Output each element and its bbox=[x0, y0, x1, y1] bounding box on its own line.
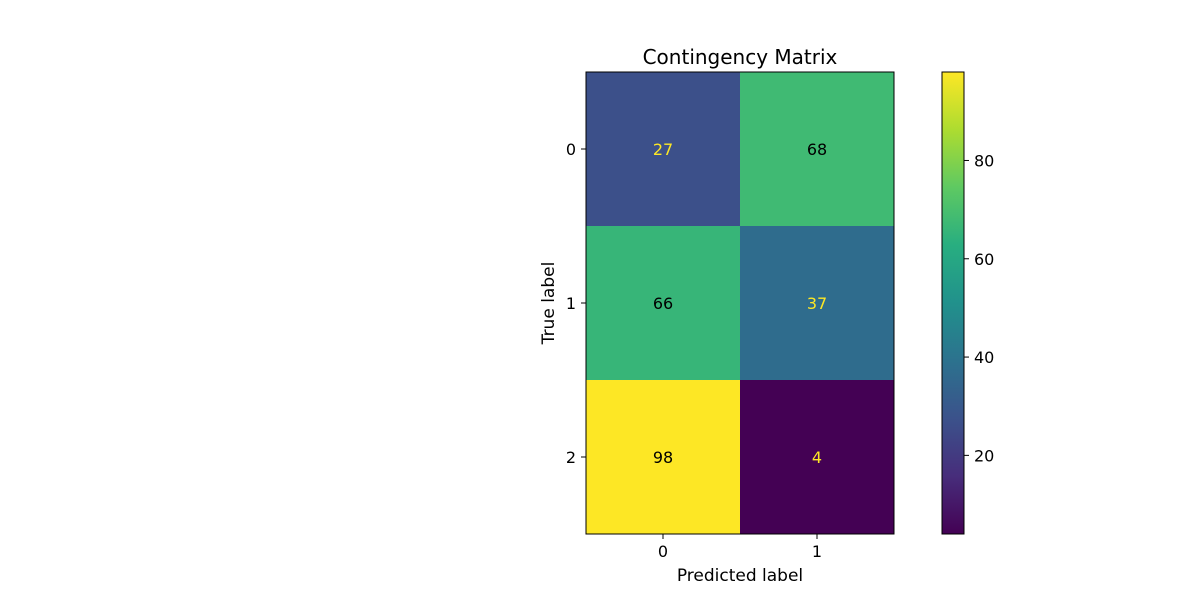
colorbar-tick-label: 60 bbox=[974, 250, 994, 269]
heatmap-cell bbox=[586, 226, 740, 380]
heatmap-cells: 27 68 66 37 98 4 bbox=[586, 72, 894, 534]
heatmap-cell bbox=[740, 226, 894, 380]
y-axis-ticks: 0 1 2 bbox=[566, 140, 586, 467]
colorbar-tick-label: 80 bbox=[974, 151, 994, 170]
colorbar bbox=[941, 71, 965, 535]
cell-value-label: 27 bbox=[653, 140, 673, 159]
heatmap-cell bbox=[586, 380, 740, 534]
y-tick-label: 1 bbox=[566, 294, 576, 313]
heatmap-cell bbox=[740, 72, 894, 226]
x-tick-label: 1 bbox=[812, 542, 822, 561]
y-tick-label: 2 bbox=[566, 448, 576, 467]
cell-value-label: 37 bbox=[807, 294, 827, 313]
heatmap-cell bbox=[586, 72, 740, 226]
y-axis-label: True label bbox=[539, 262, 559, 346]
colorbar-tick-label: 40 bbox=[974, 348, 994, 367]
x-tick-label: 0 bbox=[658, 542, 668, 561]
chart-title: Contingency Matrix bbox=[643, 45, 838, 69]
cell-value-label: 4 bbox=[812, 448, 822, 467]
cell-value-label: 68 bbox=[807, 140, 827, 159]
x-axis-label: Predicted label bbox=[677, 566, 803, 586]
cell-value-label: 66 bbox=[653, 294, 673, 313]
cell-value-label: 98 bbox=[653, 448, 673, 467]
heatmap-cell bbox=[740, 380, 894, 534]
y-tick-label: 0 bbox=[566, 140, 576, 159]
colorbar-ticks: 20 40 60 80 bbox=[964, 151, 994, 465]
colorbar-tick-label: 20 bbox=[974, 446, 994, 465]
